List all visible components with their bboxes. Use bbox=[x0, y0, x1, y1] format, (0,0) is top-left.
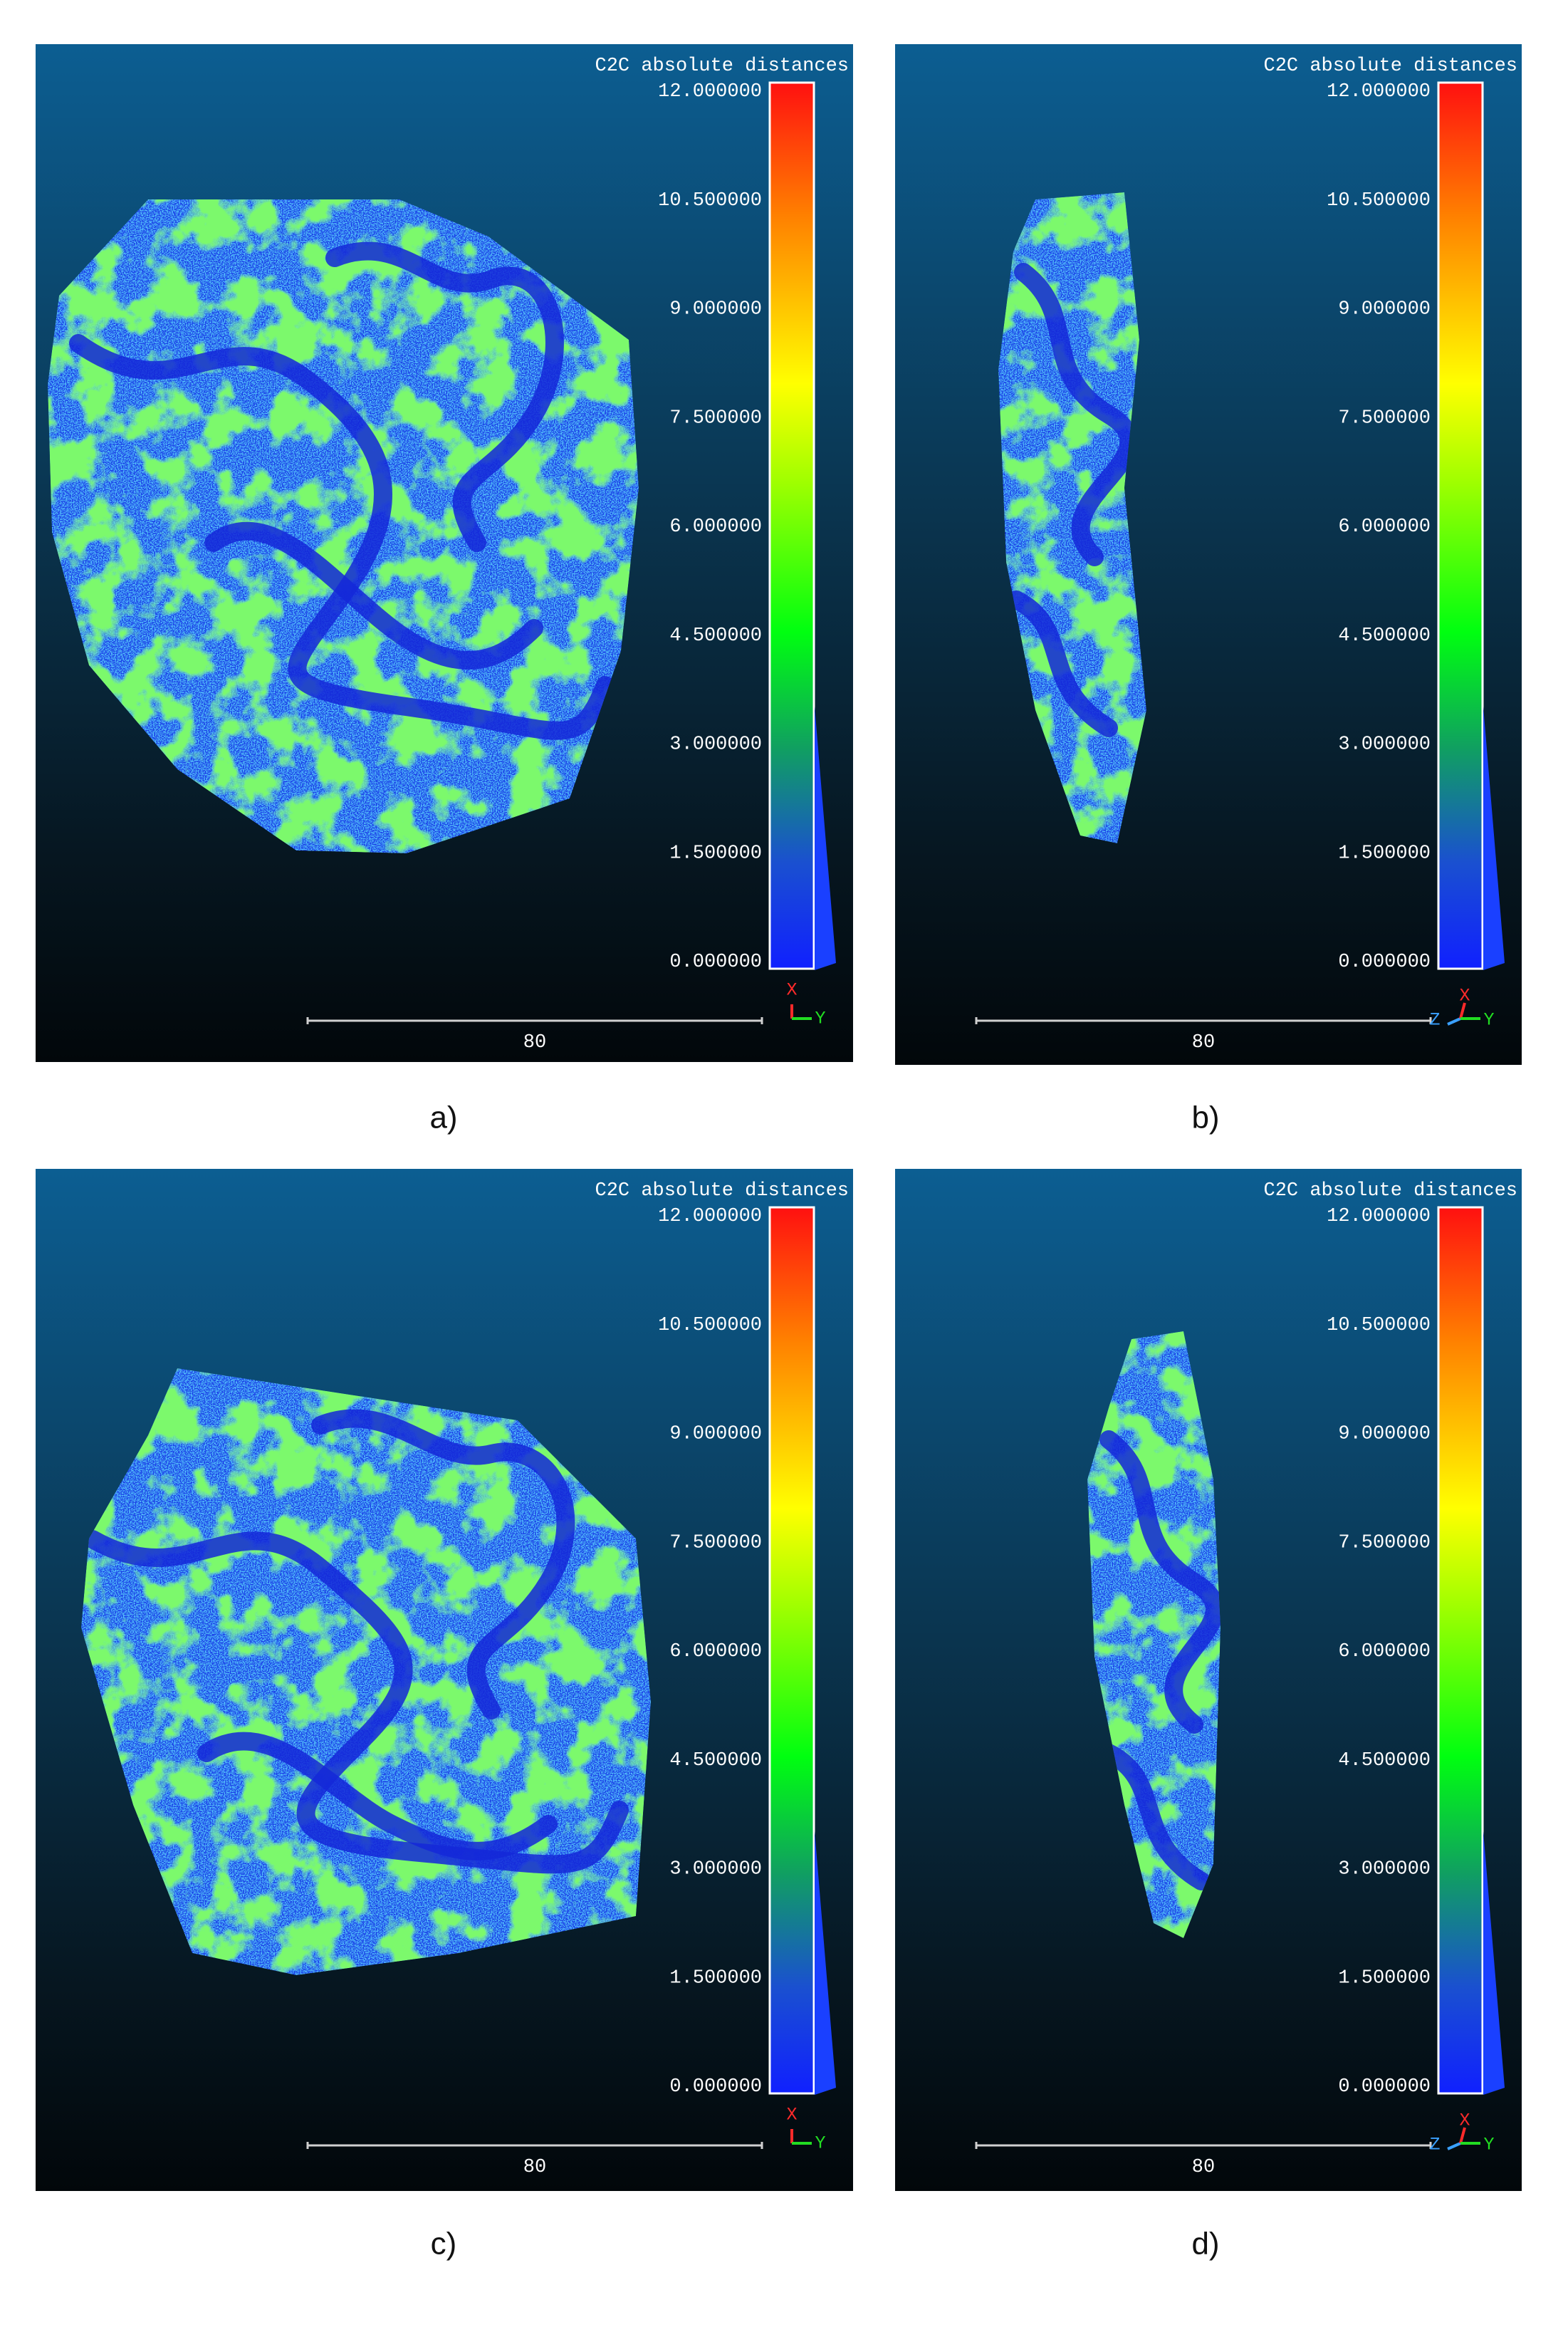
color-bar-tick-label: 12.000000 bbox=[658, 1206, 762, 1227]
cloud-fold bbox=[83, 1530, 629, 1874]
color-bar-tick-label: 7.500000 bbox=[669, 407, 762, 429]
point-cloud-surface bbox=[1087, 1331, 1221, 1938]
color-bar-tick-label: 7.500000 bbox=[669, 1532, 762, 1553]
viewer-panel: C2C absolute distances 12.000000 10.500000… bbox=[36, 1169, 853, 2191]
cloud-fold bbox=[204, 521, 543, 670]
color-bar-tick-label: 4.500000 bbox=[669, 1750, 762, 1771]
histogram bbox=[1483, 1831, 1505, 2095]
color-bar-tick-label: 9.000000 bbox=[1338, 299, 1431, 321]
color-bar-tick-label: 10.500000 bbox=[1327, 1315, 1431, 1336]
axis-triad-label: X bbox=[1459, 2111, 1470, 2131]
cloud-fold bbox=[197, 1732, 558, 1860]
scale-bar-label: 80 bbox=[523, 2157, 546, 2178]
color-bar-tick-label: 0.000000 bbox=[669, 2076, 762, 2098]
scale-bar-label: 80 bbox=[1192, 2157, 1215, 2178]
color-bar-tick-label: 12.000000 bbox=[1327, 81, 1431, 103]
color-bar-tick-label: 4.500000 bbox=[1338, 1750, 1431, 1771]
viewer-panel: C2C absolute distances 12.000000 10.500000… bbox=[895, 44, 1522, 1065]
panel-caption: b) bbox=[1191, 1100, 1219, 1135]
viewer-background bbox=[895, 44, 1522, 1065]
color-bar-tick-label: 0.000000 bbox=[1338, 952, 1431, 973]
color-bar-tick-label: 1.500000 bbox=[669, 843, 762, 864]
color-bar-tick-label: 7.500000 bbox=[1338, 407, 1431, 429]
color-bar bbox=[768, 81, 815, 970]
color-bar-tick-label: 9.000000 bbox=[669, 299, 762, 321]
axis-triad-line bbox=[1459, 1002, 1466, 1019]
cloud-fold bbox=[1099, 1430, 1221, 1734]
color-bar-tick-label: 0.000000 bbox=[1338, 2076, 1431, 2098]
color-bar bbox=[1437, 81, 1484, 970]
color-bar-tick-label: 3.000000 bbox=[669, 734, 762, 756]
color-bar-tick-label: 3.000000 bbox=[1338, 1859, 1431, 1880]
cloud-fold bbox=[1014, 263, 1139, 566]
axis-triad-label: Y bbox=[815, 1009, 825, 1029]
axis-triad-label: Y bbox=[815, 2133, 825, 2154]
axis-triad-line bbox=[1459, 2127, 1466, 2144]
axis-triad-label: Y bbox=[1483, 2135, 1494, 2155]
axis-triad-label: X bbox=[786, 980, 797, 1001]
histogram bbox=[1483, 707, 1505, 970]
axis-triad-label: Y bbox=[1483, 1010, 1494, 1031]
viewer-panel: C2C absolute distances 12.000000 10.500000… bbox=[895, 1169, 1522, 2191]
point-cloud-surface bbox=[998, 192, 1146, 843]
histogram bbox=[815, 1831, 836, 2095]
viewer-panel: C2C absolute distances 12.000000 10.500000… bbox=[36, 44, 853, 1062]
cloud-fold bbox=[325, 241, 564, 552]
scale-bar-label: 80 bbox=[1192, 1032, 1215, 1053]
point-cloud bbox=[1087, 1331, 1221, 1938]
color-bar-tick-label: 10.500000 bbox=[658, 1315, 762, 1336]
panel-caption: c) bbox=[431, 2227, 457, 2262]
color-bar-title: C2C absolute distances bbox=[1264, 1180, 1517, 1202]
point-cloud bbox=[81, 1368, 651, 1975]
cloud-fold bbox=[1007, 590, 1118, 737]
axis-triad-line bbox=[1447, 2142, 1461, 2150]
color-bar-tick-label: 6.000000 bbox=[669, 516, 762, 538]
color-bar-tick-label: 10.500000 bbox=[1327, 190, 1431, 212]
panel-caption: a) bbox=[429, 1100, 457, 1135]
point-cloud bbox=[998, 192, 1146, 843]
color-bar-tick-label: 4.500000 bbox=[669, 625, 762, 647]
color-bar-tick-label: 4.500000 bbox=[1338, 625, 1431, 647]
axis-triad-line bbox=[1447, 1017, 1461, 1026]
panel-caption: d) bbox=[1191, 2227, 1219, 2262]
color-bar-tick-label: 6.000000 bbox=[1338, 1641, 1431, 1662]
color-bar-tick-label: 3.000000 bbox=[669, 1859, 762, 1880]
color-bar bbox=[1437, 1206, 1484, 2095]
color-bar-tick-label: 6.000000 bbox=[1338, 516, 1431, 538]
color-bar bbox=[768, 1206, 815, 2095]
color-bar-title: C2C absolute distances bbox=[1264, 56, 1517, 77]
color-bar-title: C2C absolute distances bbox=[595, 56, 849, 77]
axis-triad-label: Z bbox=[1429, 2135, 1440, 2155]
color-bar-tick-label: 3.000000 bbox=[1338, 734, 1431, 756]
color-bar-tick-label: 7.500000 bbox=[1338, 1532, 1431, 1553]
point-cloud-surface bbox=[81, 1368, 651, 1975]
color-bar-tick-label: 9.000000 bbox=[1338, 1424, 1431, 1445]
color-bar-tick-label: 12.000000 bbox=[658, 81, 762, 103]
axis-triad-label: X bbox=[786, 2105, 797, 2125]
color-bar-tick-label: 10.500000 bbox=[658, 190, 762, 212]
histogram bbox=[815, 707, 836, 970]
scale-bar-label: 80 bbox=[523, 1032, 546, 1053]
cloud-fold bbox=[1099, 1744, 1211, 1890]
color-bar-tick-label: 6.000000 bbox=[669, 1641, 762, 1662]
color-bar-tick-label: 12.000000 bbox=[1327, 1206, 1431, 1227]
color-bar-title: C2C absolute distances bbox=[595, 1180, 849, 1202]
axis-triad-label: X bbox=[1459, 986, 1470, 1006]
color-bar-tick-label: 1.500000 bbox=[669, 1967, 762, 1989]
color-bar-tick-label: 1.500000 bbox=[1338, 1967, 1431, 1989]
axis-triad-label: Z bbox=[1429, 1010, 1440, 1031]
point-cloud bbox=[48, 199, 639, 853]
color-bar-tick-label: 0.000000 bbox=[669, 952, 762, 973]
cloud-fold bbox=[311, 1409, 575, 1719]
color-bar-tick-label: 9.000000 bbox=[669, 1424, 762, 1445]
color-bar-tick-label: 1.500000 bbox=[1338, 843, 1431, 864]
